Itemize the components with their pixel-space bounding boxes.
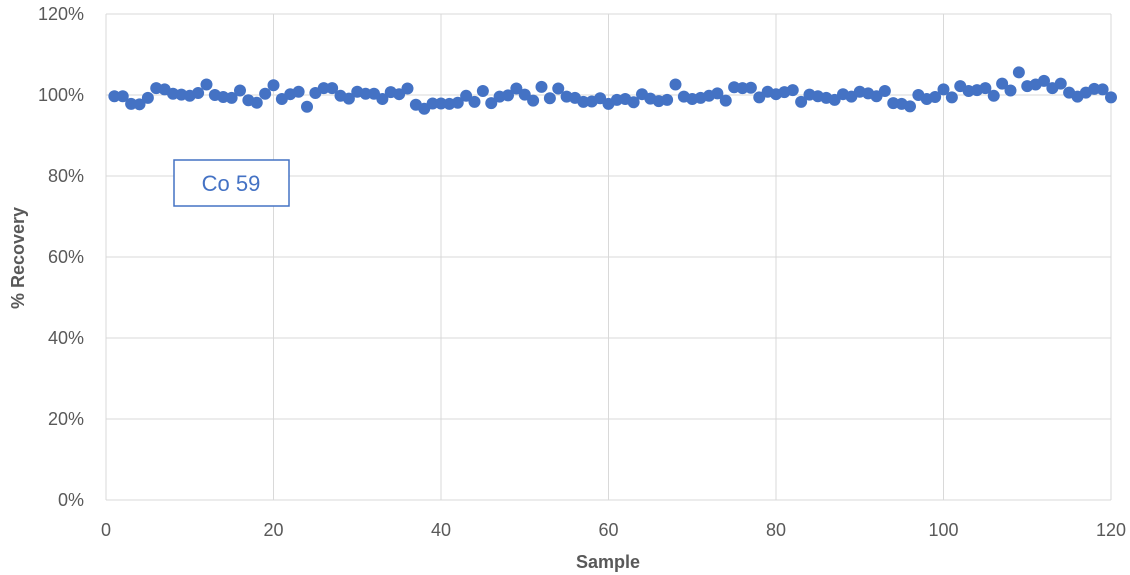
data-point [719, 94, 732, 107]
annotation-label: Co 59 [202, 171, 261, 196]
y-tick-labels: 0% 20% 40% 60% 80% 100% 120% [38, 4, 84, 510]
data-point [552, 82, 565, 95]
data-point [535, 80, 548, 93]
data-point [502, 89, 514, 102]
x-axis-title: Sample [576, 552, 640, 572]
x-tick-label: 100 [928, 520, 958, 540]
y-tick-label: 20% [48, 409, 84, 429]
x-tick-labels: 0 20 40 60 80 100 120 [101, 520, 1126, 540]
data-point [929, 91, 942, 104]
data-point [1004, 84, 1017, 97]
data-point [979, 82, 992, 95]
data-point [141, 91, 154, 104]
data-point [468, 95, 481, 108]
data-point [376, 93, 389, 106]
data-point [753, 91, 766, 104]
x-tick-label: 60 [598, 520, 618, 540]
data-point [1096, 83, 1109, 96]
data-point [108, 90, 121, 103]
data-point [594, 92, 607, 105]
y-axis-title: % Recovery [8, 207, 28, 309]
data-point [460, 89, 473, 102]
data-point [669, 78, 682, 91]
data-point [904, 100, 916, 113]
data-point [426, 97, 439, 110]
x-tick-label: 120 [1096, 520, 1126, 540]
data-point [292, 85, 305, 98]
data-point [192, 86, 205, 99]
data-point [359, 87, 372, 100]
data-point [342, 92, 355, 105]
data-point [393, 88, 406, 101]
data-point [485, 97, 498, 110]
data-point [945, 91, 958, 104]
data-point [711, 87, 724, 100]
y-tick-label: 40% [48, 328, 84, 348]
data-point [317, 82, 330, 95]
y-tick-label: 100% [38, 85, 84, 105]
data-point [795, 95, 808, 108]
data-point [937, 83, 950, 96]
data-point [518, 88, 531, 101]
data-point [476, 84, 489, 97]
data-point [234, 84, 246, 97]
annotation-frame [173, 159, 290, 207]
annotation-box: Co 59 [173, 159, 290, 207]
y-tick-label: 60% [48, 247, 84, 267]
x-tick-label: 0 [101, 520, 111, 540]
data-point [225, 91, 238, 104]
data-point [200, 78, 213, 91]
data-point [301, 100, 313, 113]
data-point [1105, 91, 1117, 104]
data-point [627, 96, 640, 109]
data-point [878, 84, 891, 97]
data-point [133, 98, 146, 111]
data-point [116, 90, 129, 103]
x-tick-label: 40 [431, 520, 451, 540]
y-tick-label: 120% [38, 4, 84, 24]
x-tick-label: 20 [263, 520, 283, 540]
data-point [828, 93, 841, 106]
data-point [326, 82, 339, 95]
data-point [250, 96, 263, 109]
data-point [259, 87, 272, 100]
data-point [1038, 74, 1050, 87]
data-point [1012, 66, 1025, 79]
data-point [996, 77, 1009, 90]
data-point [744, 81, 757, 94]
y-tick-label: 80% [48, 166, 84, 186]
y-tick-label: 0% [58, 490, 84, 510]
data-point [661, 93, 674, 106]
x-tick-label: 80 [766, 520, 786, 540]
data-point [987, 89, 1000, 102]
data-point [786, 84, 799, 97]
data-point [401, 82, 414, 95]
data-point [1054, 77, 1067, 90]
data-points [108, 66, 1117, 115]
data-point [543, 92, 556, 105]
data-point [527, 94, 540, 107]
data-point [267, 79, 280, 92]
data-point [510, 82, 523, 95]
data-point [451, 96, 464, 109]
